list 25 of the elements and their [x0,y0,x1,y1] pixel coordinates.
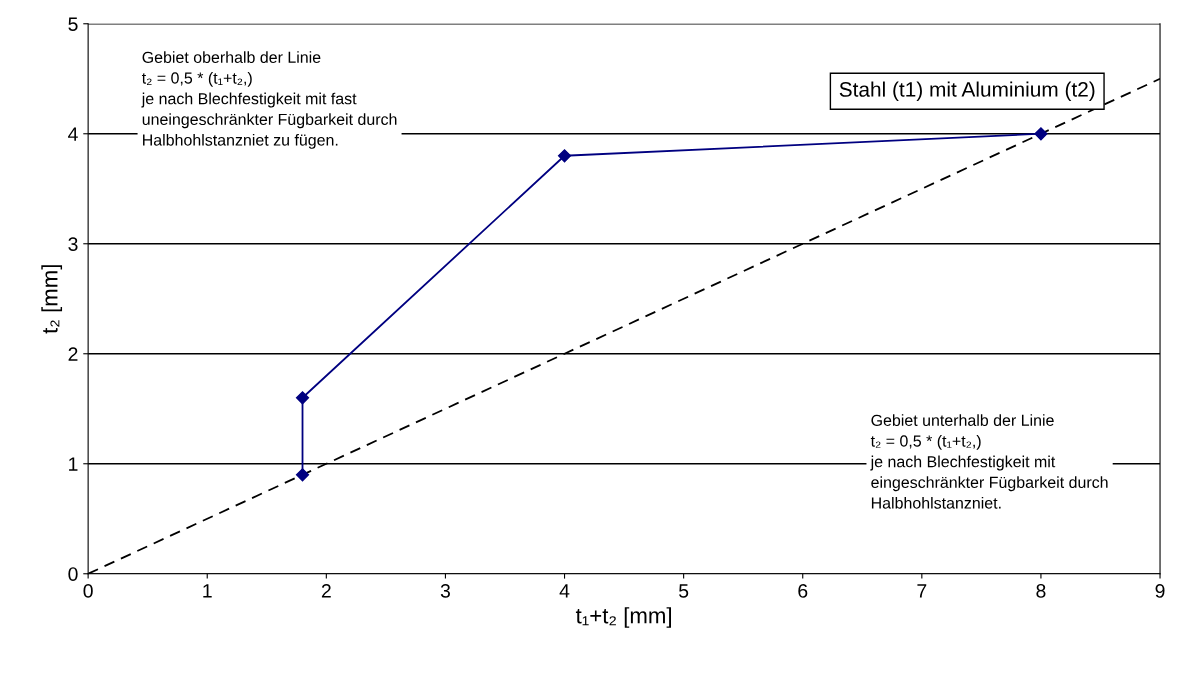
point [295,391,310,405]
y-tick-label: 3 [68,237,78,251]
x-tick-label: 8 [1036,583,1046,598]
x-axis-title: t₁+t₂ [mm] [575,607,671,628]
point [557,149,572,163]
x-tick-label: 2 [321,583,331,598]
point [295,468,310,482]
x-tick-label: 0 [83,583,93,598]
x-tick-label: 9 [1155,583,1165,598]
annotation: Gebiet unterhalb der Linie t₂ = 0,5 * (t₁+t₂,) je nach Blechfestigkeit mit eingeschränkter Fügbarkeit durch Halbhohlstanzniet. [870,414,1108,509]
point [1034,127,1048,141]
y-tick-label: 0 [68,567,78,581]
y-tick-label: 1 [69,457,78,471]
x-tick-label: 1 [203,584,212,598]
y-tick-label: 4 [68,127,78,141]
x-tick-label: 7 [917,584,927,598]
x-tick-label: 6 [798,583,808,598]
y-axis-title: t₂ [mm] [41,265,63,334]
annotation: Gebiet oberhalb der Linie t₂ = 0,5 * (t₁+t₂,) je nach Blechfestigkeit mit fast uneingeschränkter Fügbarkeit durch Halbhohlstanzniet zu fügen. [141,51,397,149]
x-tick-label: 4 [559,584,570,598]
x-tick-label: 5 [679,584,689,598]
y-tick-label: 2 [68,347,78,361]
y-tick-label: 5 [68,17,78,31]
x-tick-label: 3 [440,583,450,598]
annotation: Stahl (t1) mit Aluminium (t2) [839,81,1095,101]
